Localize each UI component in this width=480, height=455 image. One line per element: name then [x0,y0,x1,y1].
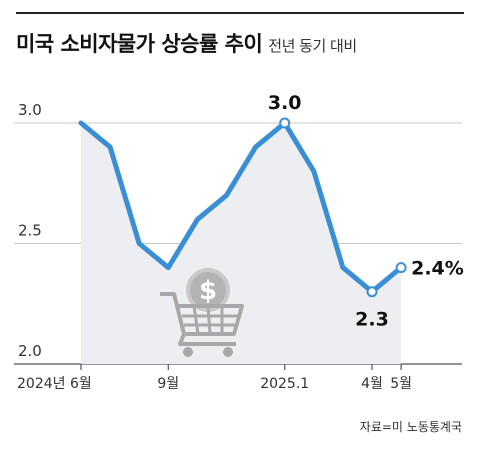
x-tick-label: 2024년 6월 [17,376,92,392]
data-label: 3.0 [268,92,302,114]
chart-subtitle: 전년 동기 대비 [268,37,357,55]
data-label: 2.3 [355,309,389,331]
x-tick-label: 9월 [157,376,179,392]
y-tick-label: 2.5 [18,222,42,240]
marks-layer: 2024년 6월 9월 2025.1 4월 5월 3.0 2.3 2.4% [17,92,464,392]
svg-text:$: $ [199,276,217,306]
data-point-marker [279,117,291,129]
data-point-marker [395,262,407,274]
x-tick-label: 4월 [361,376,383,392]
chart-title-text: 미국 소비자물가 상승률 추이 [16,32,263,56]
data-point-marker [366,286,378,298]
cpi-series-line [78,120,404,295]
x-tick-label: 2025.1 [260,376,309,392]
top-rule [16,12,464,14]
area-fill [81,123,402,364]
chart-title: 미국 소비자물가 상승률 추이 전년 동기 대비 [16,28,357,58]
x-tick-label: 5월 [390,376,412,392]
source-note: 자료=미 노동통계국 [359,420,462,434]
y-tick-label: 3.0 [18,101,42,119]
data-label: 2.4% [411,258,464,280]
shopping-cart-dollar-icon: $ [160,268,244,357]
y-tick-label: 2.0 [18,342,42,360]
